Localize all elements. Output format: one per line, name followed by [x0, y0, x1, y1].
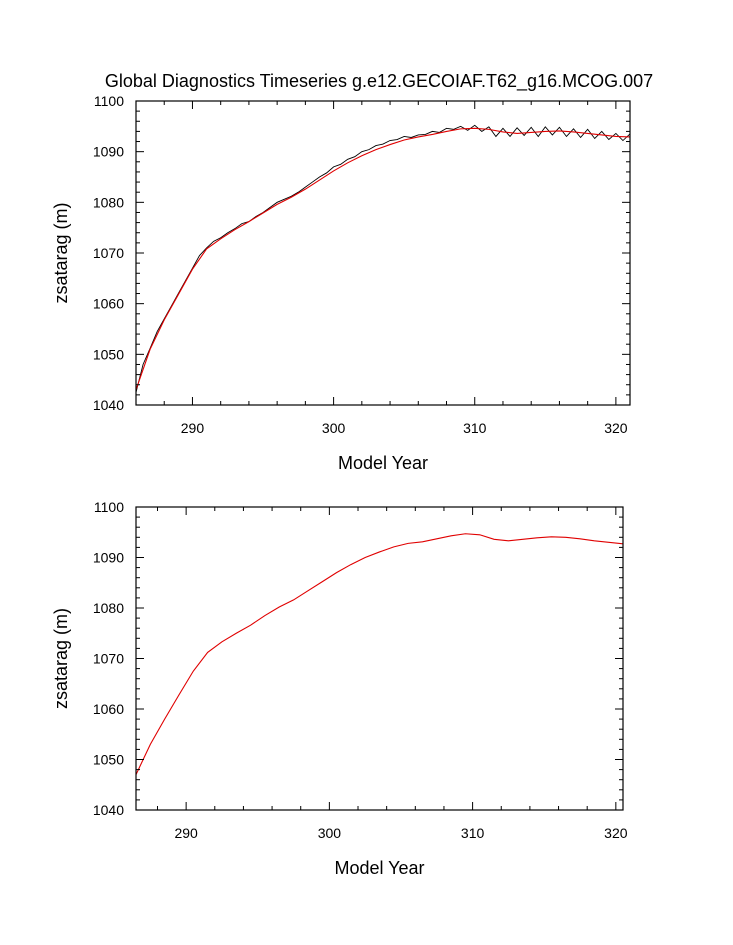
top-series-monthly-line [136, 124, 630, 393]
top-series-smoothed-line [136, 127, 630, 390]
bottom-y-tick-label: 1060 [93, 701, 124, 717]
top-y-tick-label: 1050 [93, 346, 124, 362]
bottom-x-tick-label: 290 [174, 825, 198, 841]
bottom-x-tick-label: 320 [604, 825, 628, 841]
bottom-y-tick-label: 1070 [93, 651, 124, 667]
bottom-y-tick-label: 1100 [94, 499, 124, 515]
bottom-y-tick-label: 1040 [93, 802, 124, 818]
bottom-x-tick-label: 300 [318, 825, 342, 841]
top-x-tick-label: 290 [181, 420, 205, 436]
top-y-axis-label: zsatarag (m) [51, 202, 71, 303]
top-x-tick-label: 310 [463, 420, 487, 436]
bottom-y-tick-label: 1080 [93, 600, 124, 616]
top-y-tick-label: 1070 [93, 245, 124, 261]
bottom-x-axis-label: Model Year [334, 858, 424, 878]
top-x-tick-label: 300 [322, 420, 346, 436]
top-x-tick-label: 320 [604, 420, 628, 436]
bottom-panel: 290 300 310 320 1040 1050 1060 1070 1080 1090 1100… [51, 499, 628, 878]
top-y-tick-label: 1090 [93, 144, 124, 160]
top-y-tick-label: 1100 [94, 93, 124, 109]
top-y-tick-label: 1060 [93, 296, 124, 312]
figure-title: Global Diagnostics Timeseries g.e12.GECO… [105, 71, 653, 92]
bottom-series-annual-line [136, 533, 623, 775]
top-x-axis-label: Model Year [338, 453, 428, 473]
top-y-tick-label: 1080 [93, 194, 124, 210]
bottom-y-axis-label: zsatarag (m) [51, 608, 71, 709]
top-panel: 290 300 310 320 1040 1050 1060 1070 1080 1090 1100… [51, 93, 631, 473]
bottom-y-tick-label: 1050 [93, 752, 124, 768]
bottom-x-tick-label: 310 [461, 825, 485, 841]
top-y-tick-label: 1040 [93, 397, 124, 413]
bottom-y-tick-label: 1090 [93, 550, 124, 566]
